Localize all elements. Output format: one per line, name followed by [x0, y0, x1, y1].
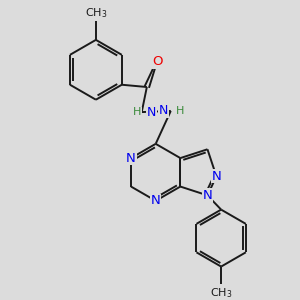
Text: N: N	[212, 170, 221, 183]
Text: H: H	[133, 107, 141, 117]
Text: N: N	[126, 152, 136, 165]
Text: N: N	[159, 104, 168, 117]
Text: CH$_3$: CH$_3$	[85, 6, 107, 20]
Text: CH$_3$: CH$_3$	[210, 286, 233, 300]
Text: N: N	[151, 194, 160, 207]
Text: N: N	[202, 189, 212, 202]
Text: H: H	[176, 106, 184, 116]
Text: N: N	[147, 106, 156, 118]
Text: O: O	[152, 55, 162, 68]
